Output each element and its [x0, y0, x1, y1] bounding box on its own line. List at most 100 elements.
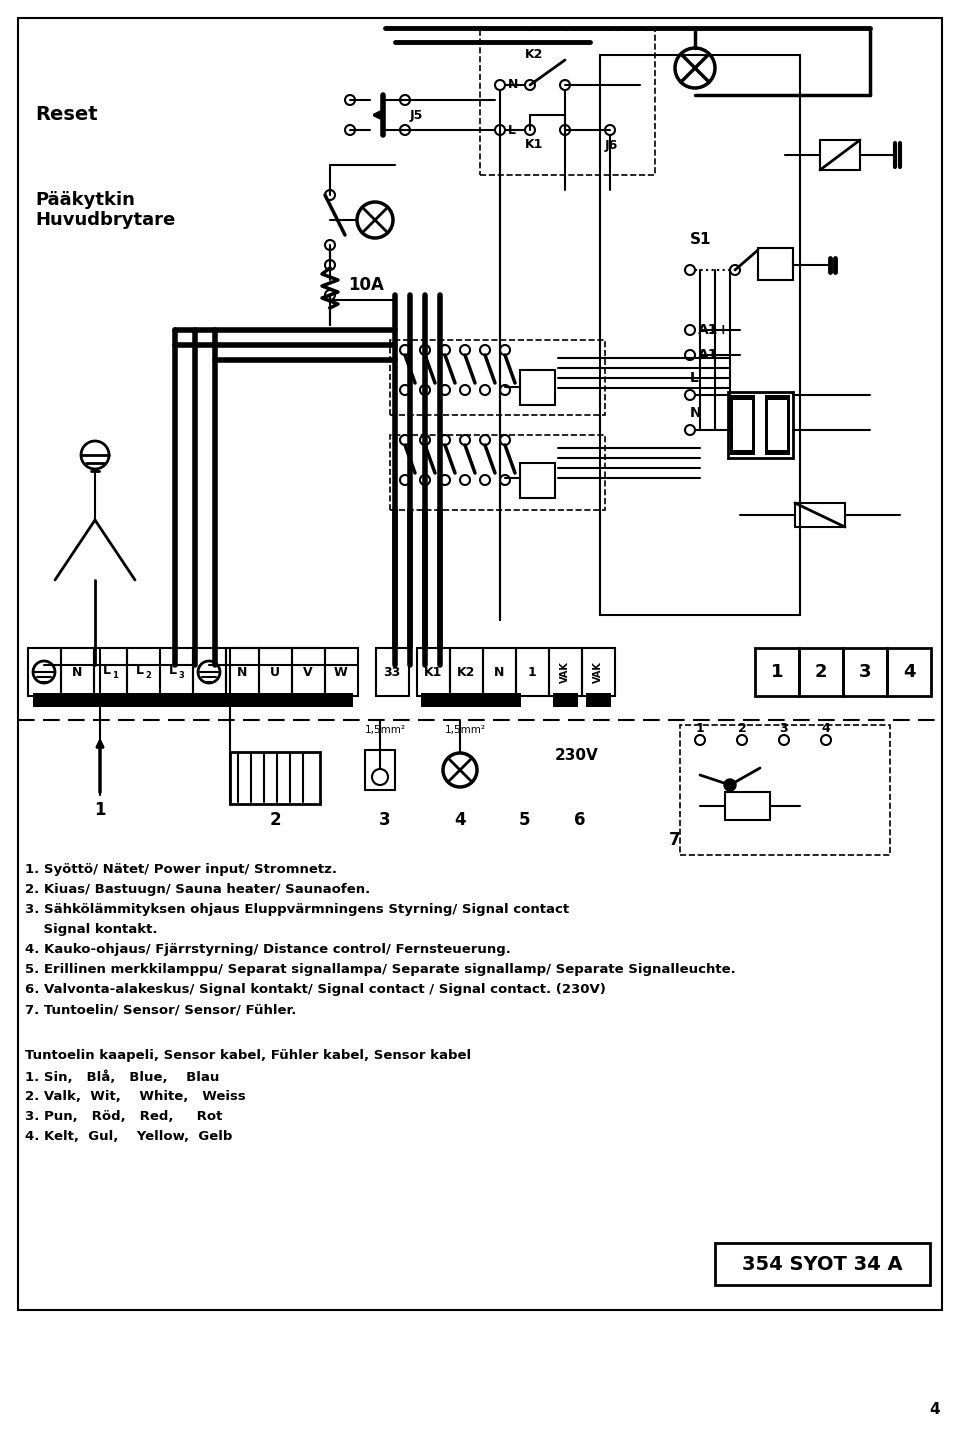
- Text: 2. Kiuas/ Bastuugn/ Sauna heater/ Saunaofen.: 2. Kiuas/ Bastuugn/ Sauna heater/ Saunao…: [25, 883, 371, 896]
- Bar: [390, 435, 605, 509]
- Bar: [600, 54, 800, 615]
- Text: 1: 1: [771, 663, 783, 681]
- Text: L: L: [103, 664, 111, 677]
- Text: 3: 3: [379, 811, 391, 829]
- Text: 10A: 10A: [348, 276, 384, 293]
- Text: 4. Kauko-ohjaus/ Fjärrstyrning/ Distance control/ Fernsteuerung.: 4. Kauko-ohjaus/ Fjärrstyrning/ Distance…: [25, 943, 511, 956]
- Text: J5: J5: [410, 109, 423, 122]
- Text: K2: K2: [457, 665, 475, 678]
- Text: 1: 1: [528, 665, 537, 678]
- Text: A1+: A1+: [698, 323, 731, 336]
- Text: 1,5mm²: 1,5mm²: [365, 726, 406, 736]
- Text: 2: 2: [145, 671, 151, 681]
- Text: 6. Valvonta-alakeskus/ Signal kontakt/ Signal contact / Signal contact. (230V): 6. Valvonta-alakeskus/ Signal kontakt/ S…: [25, 983, 606, 996]
- Text: 1: 1: [696, 721, 705, 734]
- Bar: [417, 648, 450, 695]
- Text: K1: K1: [525, 139, 543, 152]
- Text: VAK: VAK: [560, 661, 570, 683]
- Text: L: L: [136, 664, 144, 677]
- Bar: [325, 648, 358, 695]
- Text: U: U: [270, 665, 280, 678]
- Bar: [843, 648, 887, 695]
- Text: N: N: [72, 665, 83, 678]
- Bar: [450, 648, 483, 695]
- Text: Signal kontakt.: Signal kontakt.: [25, 923, 157, 936]
- Bar: [483, 648, 516, 695]
- Text: 4: 4: [822, 721, 830, 734]
- Text: 354 SYOT 34 A: 354 SYOT 34 A: [742, 1255, 902, 1274]
- Circle shape: [724, 778, 736, 791]
- Bar: [292, 648, 325, 695]
- Bar: [680, 726, 890, 854]
- Bar: [887, 648, 931, 695]
- Bar: [520, 464, 555, 498]
- Text: 6: 6: [574, 811, 586, 829]
- Bar: [61, 648, 94, 695]
- Text: 7. Tuntoelin/ Sensor/ Sensor/ Fühler.: 7. Tuntoelin/ Sensor/ Sensor/ Fühler.: [25, 1003, 297, 1016]
- Bar: [421, 693, 446, 707]
- Text: K2: K2: [525, 49, 543, 62]
- Text: 1. Sin,   Blå,   Blue,    Blau: 1. Sin, Blå, Blue, Blau: [25, 1070, 220, 1083]
- Bar: [586, 693, 611, 707]
- Text: 5: 5: [519, 811, 531, 829]
- Bar: [480, 30, 655, 175]
- Text: 4: 4: [902, 663, 915, 681]
- Bar: [33, 693, 353, 707]
- Bar: [160, 648, 193, 695]
- Text: 1,5mm²: 1,5mm²: [445, 726, 486, 736]
- Bar: [725, 791, 770, 820]
- Bar: [549, 648, 582, 695]
- Text: L: L: [508, 123, 516, 136]
- Text: 4: 4: [929, 1402, 940, 1418]
- Text: 230V: 230V: [555, 747, 599, 763]
- Bar: [733, 401, 752, 449]
- Bar: [728, 392, 793, 458]
- Bar: [28, 648, 61, 695]
- Text: 3: 3: [780, 721, 788, 734]
- Text: K1: K1: [423, 665, 443, 678]
- Bar: [768, 401, 787, 449]
- Text: 3: 3: [179, 671, 184, 681]
- Text: N: N: [690, 406, 702, 421]
- Text: L: L: [169, 664, 177, 677]
- Bar: [230, 753, 320, 804]
- Text: L: L: [690, 371, 699, 385]
- Bar: [516, 648, 549, 695]
- Text: 5. Erillinen merkkilamppu/ Separat signallampa/ Separate signallamp/ Separate Si: 5. Erillinen merkkilamppu/ Separat signa…: [25, 963, 735, 976]
- Text: Huvudbrytare: Huvudbrytare: [35, 210, 176, 229]
- Bar: [795, 504, 845, 527]
- Text: 3: 3: [859, 663, 872, 681]
- Bar: [94, 648, 127, 695]
- Bar: [365, 750, 395, 790]
- Bar: [376, 648, 409, 695]
- Text: N: N: [508, 79, 518, 92]
- Text: 4: 4: [454, 811, 466, 829]
- Text: N: N: [237, 665, 247, 678]
- Bar: [553, 693, 578, 707]
- Text: 1: 1: [94, 801, 106, 819]
- Bar: [755, 648, 799, 695]
- Bar: [454, 693, 479, 707]
- Bar: [127, 648, 160, 695]
- Text: W: W: [334, 665, 348, 678]
- Text: 1: 1: [112, 671, 118, 681]
- Text: A1-: A1-: [698, 348, 724, 362]
- Bar: [582, 648, 615, 695]
- Bar: [730, 395, 755, 455]
- Text: V: V: [303, 665, 313, 678]
- Text: 2: 2: [815, 663, 828, 681]
- Text: 3. Pun,   Röd,   Red,     Rot: 3. Pun, Röd, Red, Rot: [25, 1110, 223, 1123]
- Bar: [390, 341, 605, 415]
- Bar: [799, 648, 843, 695]
- Text: Reset: Reset: [35, 106, 98, 124]
- Text: 4. Kelt,  Gul,    Yellow,  Gelb: 4. Kelt, Gul, Yellow, Gelb: [25, 1130, 232, 1143]
- Text: 2: 2: [737, 721, 746, 734]
- Text: N: N: [493, 665, 504, 678]
- Bar: [520, 371, 555, 405]
- Text: J6: J6: [605, 139, 618, 152]
- Bar: [193, 648, 226, 695]
- Text: 3. Sähkölämmityksen ohjaus Eluppvärmningens Styrning/ Signal contact: 3. Sähkölämmityksen ohjaus Eluppvärmning…: [25, 903, 569, 916]
- Text: 2: 2: [269, 811, 281, 829]
- Bar: [259, 648, 292, 695]
- Bar: [758, 248, 793, 280]
